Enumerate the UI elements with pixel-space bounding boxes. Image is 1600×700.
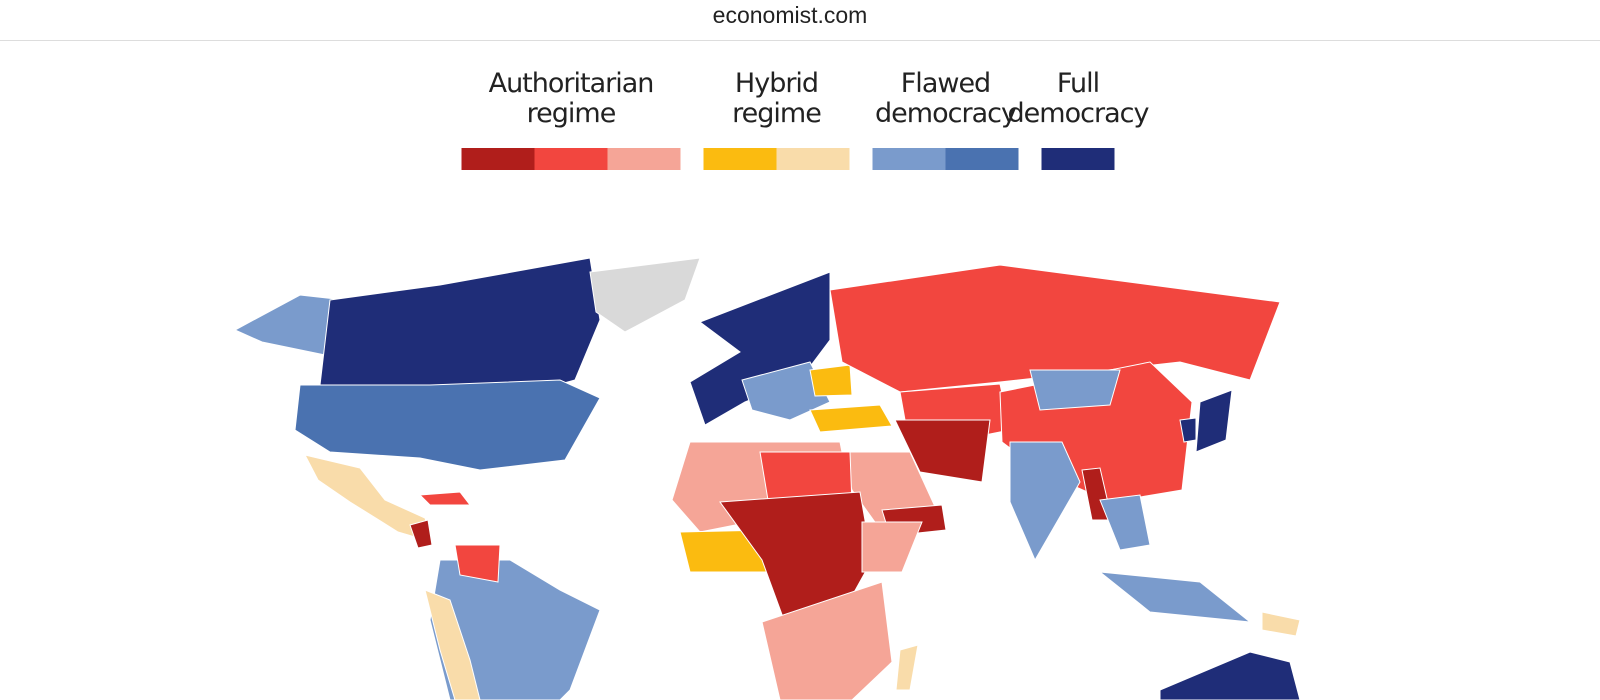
legend-swatch bbox=[1041, 148, 1115, 170]
andes bbox=[424, 589, 481, 700]
india bbox=[1009, 441, 1081, 562]
png bbox=[1261, 611, 1301, 637]
usa bbox=[294, 379, 601, 471]
url[interactable]: economist.com bbox=[712, 2, 868, 28]
browser-bar: economist.com bbox=[0, 0, 1600, 41]
cuba bbox=[418, 491, 472, 506]
legend-label: Hybrid bbox=[735, 68, 818, 99]
legend: AuthoritarianregimeHybridregimeFlaweddem… bbox=[461, 68, 1150, 170]
europe-west bbox=[689, 271, 831, 426]
venezuela bbox=[454, 544, 501, 583]
legend-swatch bbox=[872, 148, 946, 170]
legend-swatch bbox=[461, 148, 535, 170]
se-asia bbox=[1099, 494, 1151, 551]
legend-label: Full bbox=[1057, 68, 1099, 99]
legend-label: regime bbox=[527, 98, 616, 129]
legend-swatch bbox=[703, 148, 777, 170]
ukraine bbox=[809, 364, 853, 397]
nicaragua bbox=[409, 519, 433, 549]
mongolia bbox=[1029, 369, 1121, 411]
australia bbox=[1159, 651, 1301, 700]
russia bbox=[829, 264, 1281, 393]
legend-label: democracy bbox=[1008, 98, 1150, 129]
turkey bbox=[809, 404, 893, 433]
legend-swatch bbox=[945, 148, 1019, 170]
legend-label: Flawed bbox=[901, 68, 990, 99]
legend-swatch bbox=[776, 148, 850, 170]
legend-label: regime bbox=[732, 98, 821, 129]
horn bbox=[861, 521, 923, 573]
legend-label: democracy bbox=[875, 98, 1017, 129]
korea bbox=[1179, 417, 1197, 443]
legend-label: Authoritarian bbox=[489, 68, 654, 99]
southern-africa bbox=[761, 581, 893, 700]
japan bbox=[1195, 389, 1233, 453]
south-america bbox=[429, 559, 601, 700]
legend-swatch bbox=[534, 148, 608, 170]
countries bbox=[233, 257, 1301, 700]
greenland bbox=[589, 257, 701, 333]
legend-swatch bbox=[607, 148, 681, 170]
madagascar bbox=[895, 644, 919, 691]
indonesia bbox=[1098, 571, 1252, 623]
